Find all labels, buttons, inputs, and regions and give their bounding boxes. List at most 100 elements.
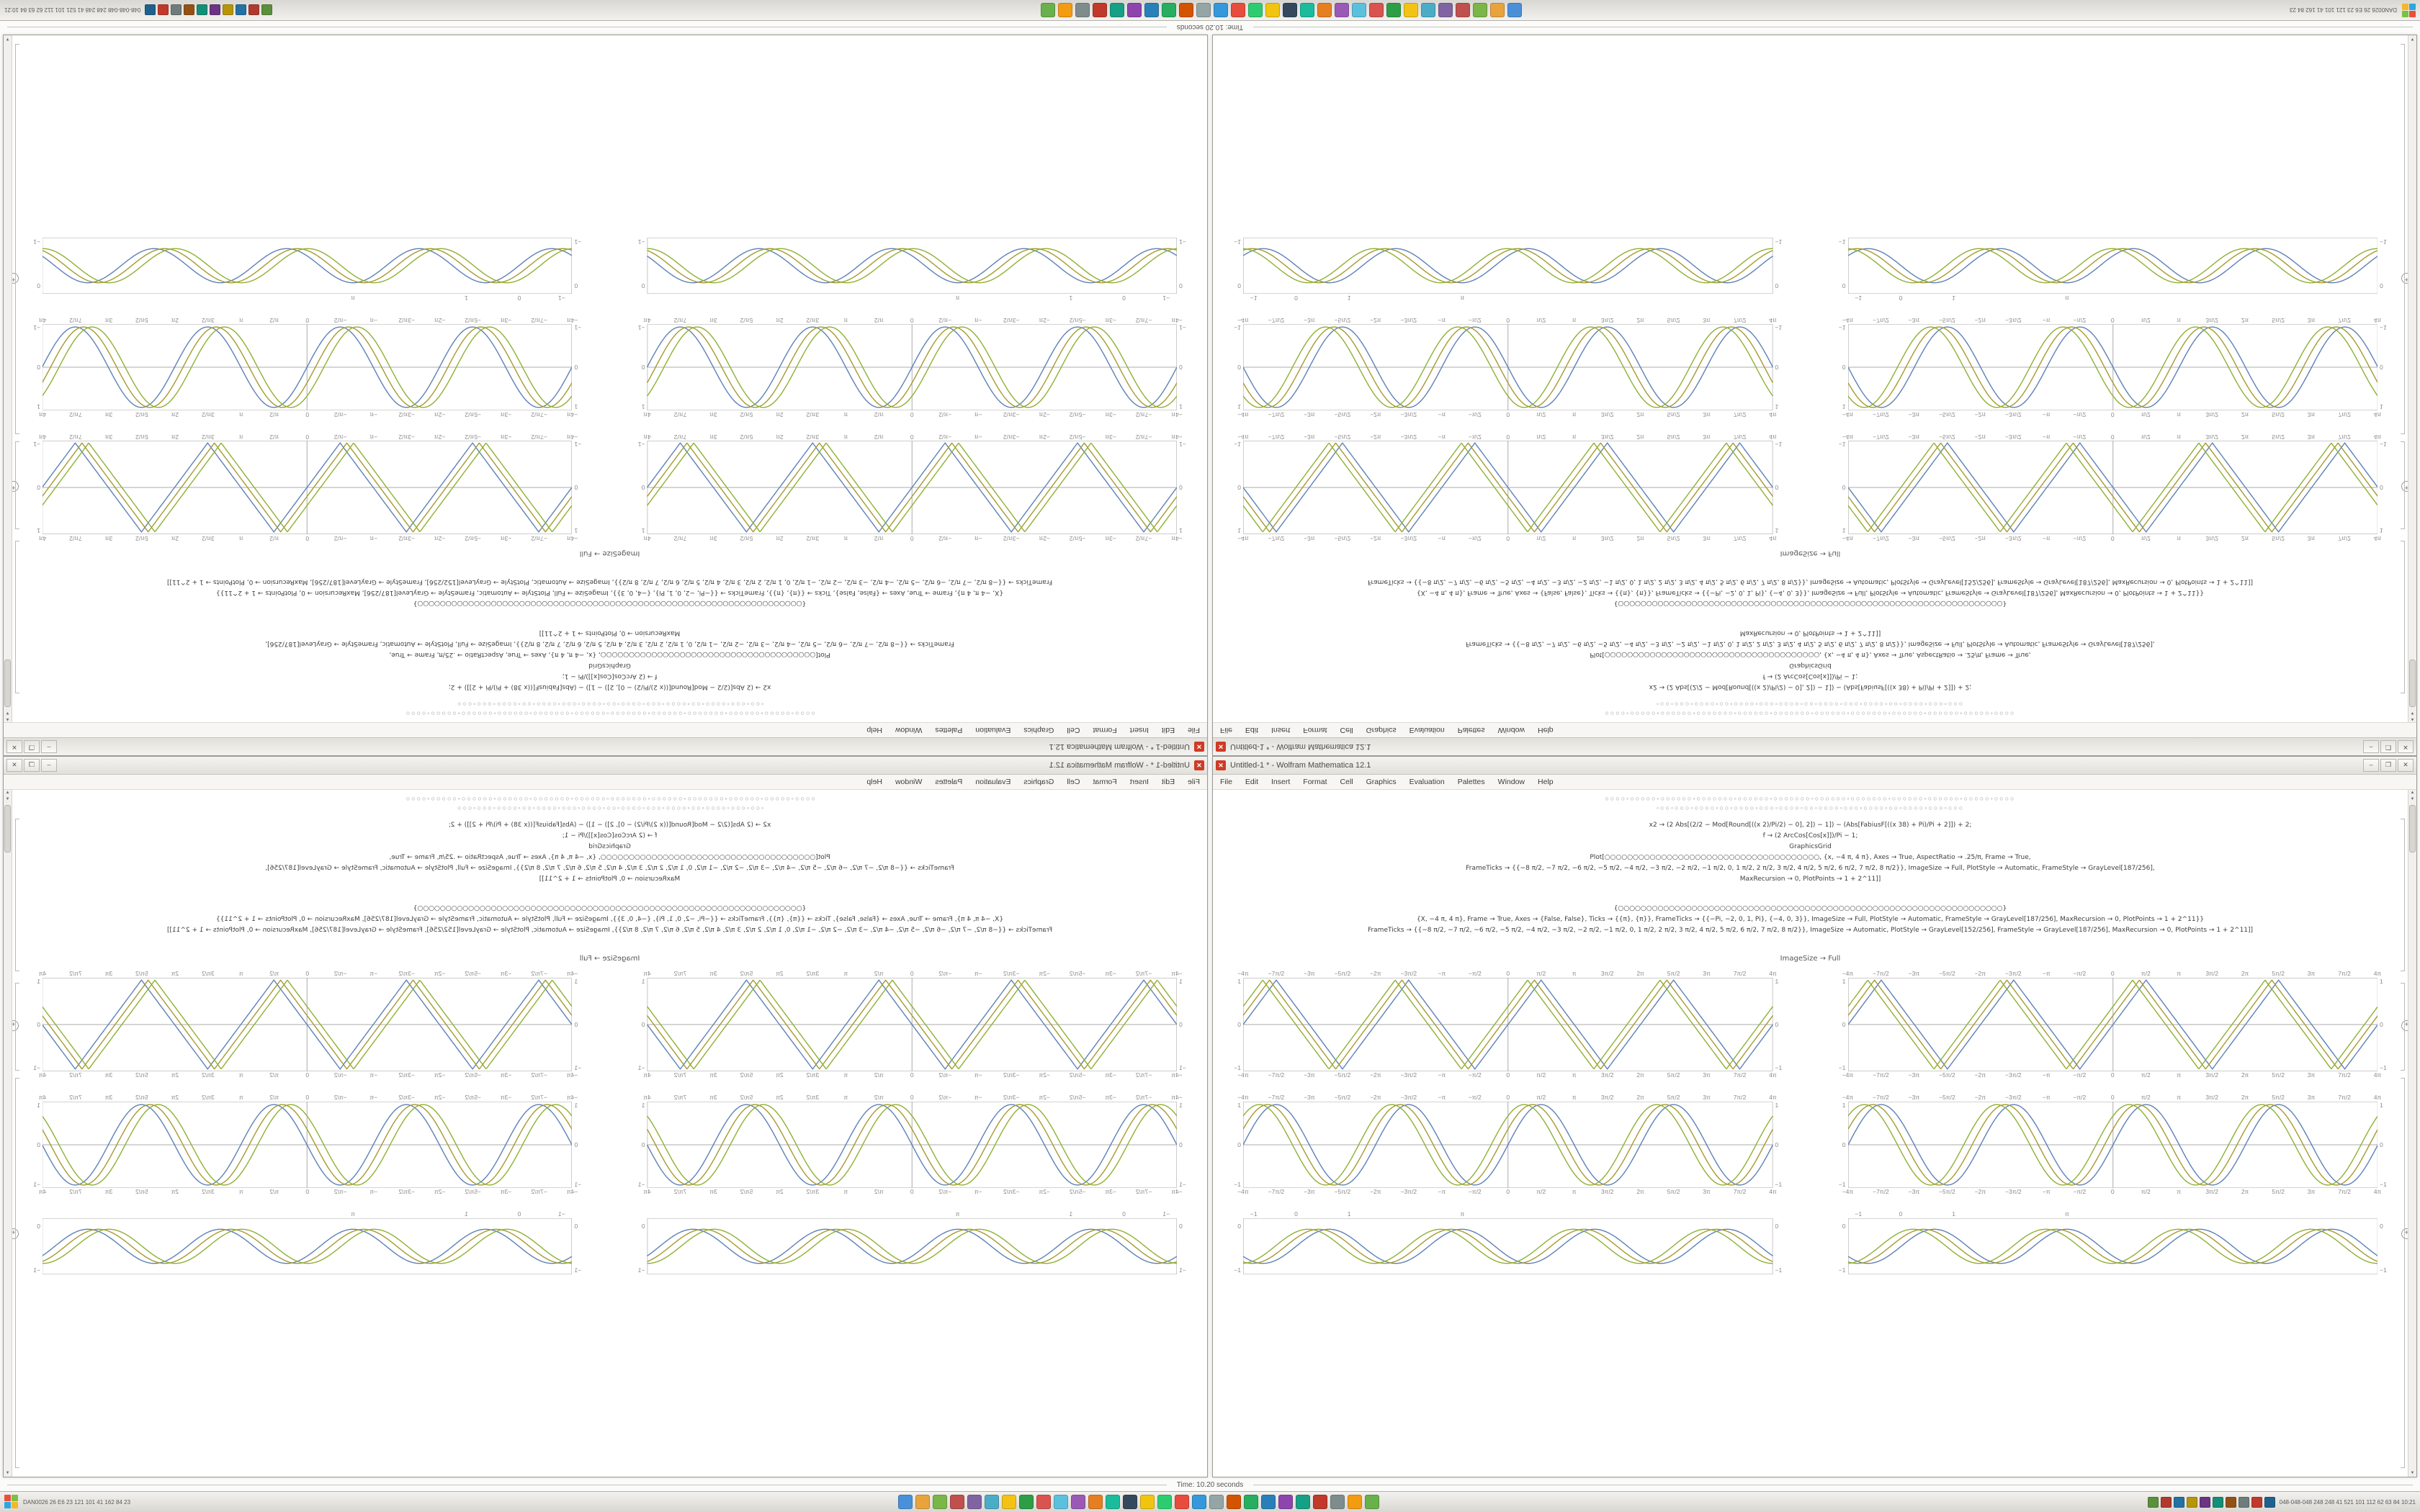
taskbar-app-icon[interactable] [1299, 3, 1314, 17]
taskbar-app-icon[interactable] [1192, 1495, 1207, 1509]
vertical-scrollbar[interactable]: ▲ ▼ ▼ [4, 35, 12, 722]
input-cell[interactable]: x2 → (2 Abs[(2/2 − Mod[Round[((x 2)/Pi/2… [22, 820, 1197, 885]
tray-icon[interactable] [2238, 1496, 2249, 1508]
taskbar-app-icon[interactable] [1088, 1495, 1103, 1509]
menu-item-help[interactable]: Help [866, 726, 882, 734]
tray-icon[interactable] [236, 4, 247, 16]
menu-item-window[interactable]: Window [1497, 726, 1525, 734]
close-button[interactable]: ✕ [2398, 740, 2414, 753]
close-button[interactable]: ✕ [6, 740, 22, 753]
notebook-content[interactable]: ○○○○◦○○○○○◦○○○○○○◦○○○○○○○◦○○○○○○◦○○○○○○○… [4, 35, 1207, 722]
vertical-scrollbar[interactable]: ▲ ▼ ▼ [4, 790, 12, 1477]
taskbar-app-icon[interactable] [1196, 3, 1211, 17]
taskbar-app-icon[interactable] [1109, 3, 1124, 17]
menu-item-cell[interactable]: Cell [1067, 726, 1080, 734]
menu-item-format[interactable]: Format [1303, 726, 1327, 734]
scroll-up-arrow[interactable]: ▲ [2410, 791, 2415, 795]
window-titlebar[interactable]: ✕ Untitled-1 * - Wolfram Mathematica 12.… [1213, 737, 2416, 755]
taskbar-app-icon[interactable] [1330, 1495, 1345, 1509]
menu-item-insert[interactable]: Insert [1129, 778, 1149, 786]
scroll-up-arrow[interactable]: ▼ [5, 797, 10, 801]
scroll-up-arrow[interactable]: ▲ [5, 717, 10, 721]
taskbar-app-icon[interactable] [1092, 3, 1107, 17]
cell-bracket[interactable] [15, 1078, 19, 1468]
taskbar-app-icon[interactable] [1296, 1495, 1311, 1509]
cell-bracket[interactable] [15, 819, 19, 971]
vertical-scrollbar[interactable]: ▲ ▼ ▼ [2408, 35, 2416, 722]
menu-item-insert[interactable]: Insert [1271, 726, 1291, 734]
taskbar-app-icon[interactable] [1386, 3, 1401, 17]
menu-item-evaluation[interactable]: Evaluation [975, 726, 1011, 734]
taskbar-app-icon[interactable] [1489, 3, 1505, 17]
minimize-button[interactable]: – [2363, 759, 2379, 772]
window-titlebar[interactable]: ✕ Untitled-1 * - Wolfram Mathematica 12.… [4, 737, 1207, 755]
scroll-down-arrow[interactable]: ▼ [5, 1471, 10, 1475]
cell-bracket[interactable] [2401, 983, 2405, 1071]
taskbar-app-icon[interactable] [1002, 1495, 1017, 1509]
window-titlebar[interactable]: ✕ Untitled-1 * - Wolfram Mathematica 12.… [4, 757, 1207, 775]
menu-item-palettes[interactable]: Palettes [935, 778, 963, 786]
menu-item-file[interactable]: File [1188, 726, 1200, 734]
menu-item-help[interactable]: Help [1538, 726, 1554, 734]
taskbar-app-icon[interactable] [1157, 1495, 1173, 1509]
taskbar-app-icon[interactable] [1040, 3, 1055, 17]
menu-item-insert[interactable]: Insert [1271, 778, 1291, 786]
cell-bracket[interactable] [15, 44, 19, 434]
taskbar-app-icon[interactable] [1278, 1495, 1294, 1509]
tray-icon[interactable] [248, 4, 260, 16]
cell-bracket[interactable] [15, 541, 19, 693]
tray-icon[interactable] [158, 4, 169, 16]
taskbar-app-icon[interactable] [1209, 1495, 1224, 1509]
menu-item-help[interactable]: Help [866, 778, 882, 786]
taskbar-app-icon[interactable] [1420, 3, 1435, 17]
menu-item-graphics[interactable]: Graphics [1023, 726, 1054, 734]
taskbar-app-icon[interactable] [967, 1495, 982, 1509]
scroll-down-arrow[interactable]: ▼ [5, 37, 10, 41]
start-button[interactable] [4, 1495, 19, 1509]
menu-item-graphics[interactable]: Graphics [1366, 726, 1397, 734]
tray-icon[interactable] [2251, 1496, 2262, 1508]
cell-bracket[interactable] [2401, 541, 2405, 693]
taskbar-app-icon[interactable] [1244, 1495, 1259, 1509]
taskbar-app-icon[interactable] [950, 1495, 965, 1509]
menu-item-palettes[interactable]: Palettes [1457, 726, 1485, 734]
menu-item-palettes[interactable]: Palettes [1457, 778, 1485, 786]
scroll-up-arrow[interactable]: ▲ [2410, 717, 2415, 721]
scroll-down-arrow[interactable]: ▼ [2410, 1471, 2415, 1475]
taskbar-app-icon[interactable] [1365, 1495, 1380, 1509]
taskbar-app-icon[interactable] [933, 1495, 948, 1509]
close-button[interactable]: ✕ [2398, 759, 2414, 772]
maximize-button[interactable]: ❐ [2380, 759, 2396, 772]
minimize-button[interactable]: – [2363, 740, 2379, 753]
taskbar-app-icon[interactable] [1140, 1495, 1155, 1509]
taskbar-app-icon[interactable] [1161, 3, 1176, 17]
notebook-content[interactable]: ○○○○◦○○○○○◦○○○○○○◦○○○○○○○◦○○○○○○◦○○○○○○○… [1213, 35, 2416, 722]
maximize-button[interactable]: ❐ [24, 759, 40, 772]
scroll-up-arrow[interactable]: ▼ [2410, 797, 2415, 801]
scroll-thumb[interactable] [4, 805, 11, 852]
taskbar-app-icon[interactable] [1282, 3, 1297, 17]
taskbar-app-icon[interactable] [1175, 1495, 1190, 1509]
input-cell[interactable]: x2 → (2 Abs[(2/2 − Mod[Round[((x 2)/Pi/2… [1223, 627, 2398, 692]
window-titlebar[interactable]: ✕ Untitled-1 * - Wolfram Mathematica 12.… [1213, 757, 2416, 775]
menu-item-window[interactable]: Window [1497, 778, 1525, 786]
menu-item-edit[interactable]: Edit [1161, 726, 1175, 734]
taskbar-app-icon[interactable] [1178, 3, 1193, 17]
tray-icon[interactable] [184, 4, 195, 16]
input-cell[interactable]: {○○○○○○○○○○○○○○○○○○○○○○○○○○○○○○○○○○○○○○○… [1223, 576, 2398, 608]
menu-item-window[interactable]: Window [895, 778, 923, 786]
menu-item-window[interactable]: Window [895, 726, 923, 734]
tray-icon[interactable] [171, 4, 182, 16]
taskbar-app-icon[interactable] [1334, 3, 1349, 17]
menu-item-graphics[interactable]: Graphics [1366, 778, 1397, 786]
taskbar-app-icon[interactable] [1313, 1495, 1328, 1509]
taskbar-app-icon[interactable] [1126, 3, 1142, 17]
notebook-content[interactable]: ○○○○◦○○○○○◦○○○○○○◦○○○○○○○◦○○○○○○◦○○○○○○○… [4, 790, 1207, 1477]
taskbar-app-icon[interactable] [1213, 3, 1228, 17]
taskbar-app-icon[interactable] [985, 1495, 1000, 1509]
menu-item-edit[interactable]: Edit [1245, 778, 1259, 786]
scroll-up-arrow[interactable]: ▼ [2410, 711, 2415, 715]
tray-icon[interactable] [2212, 1496, 2223, 1508]
menu-item-evaluation[interactable]: Evaluation [975, 778, 1011, 786]
input-cell[interactable]: {○○○○○○○○○○○○○○○○○○○○○○○○○○○○○○○○○○○○○○○… [22, 904, 1197, 936]
